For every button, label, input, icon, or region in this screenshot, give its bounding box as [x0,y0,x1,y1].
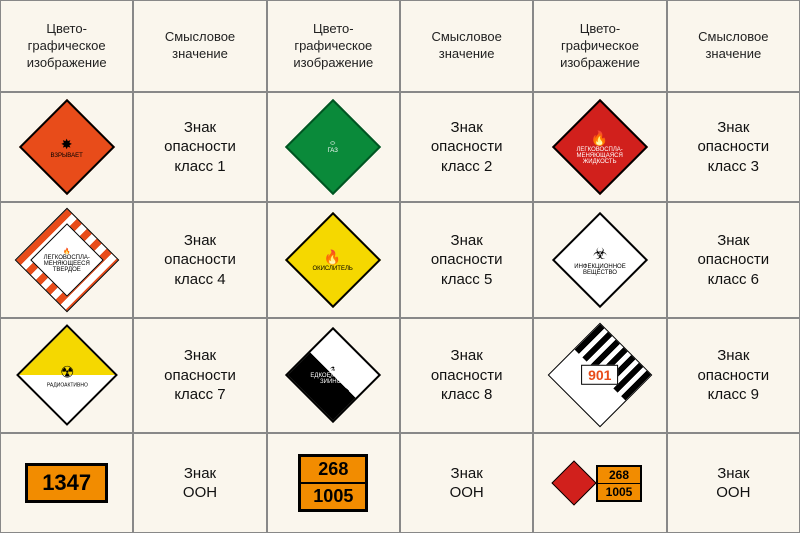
sign-un-3: 268 1005 [533,433,666,533]
meaning-class-4: Знакопасностикласс 4 [133,202,266,318]
sign-un-1: 1347 [0,433,133,533]
meaning-class-3: Знакопасностикласс 3 [667,92,800,202]
header-meaning-3: Смысловоезначение [667,0,800,92]
meaning-class-5: Знакопасностикласс 5 [400,202,533,318]
meaning-class-2: Знакопасностикласс 2 [400,92,533,202]
sign-class-7: ☢РАДИОАКТИВНО [0,318,133,434]
meaning-class-8: Знакопасностикласс 8 [400,318,533,434]
sign-class-8: ⚗ЕДКОЕ/КОРРО-ЗИЙНОЕ [267,318,400,434]
meaning-un-1: ЗнакООН [133,433,266,533]
sign-class-1: ✸ВЗРЫВАЕТ [0,92,133,202]
sign-class-6: ☣ИНФЕКЦИОННОЕВЕЩЕСТВО [533,202,666,318]
sign-class-5: 🔥ОКИСЛИТЕЛЬ [267,202,400,318]
header-image-3: Цвето-графическоеизображение [533,0,666,92]
sign-un-2: 268 1005 [267,433,400,533]
meaning-un-3: ЗнакООН [667,433,800,533]
header-meaning-1: Смысловоезначение [133,0,266,92]
meaning-class-7: Знакопасностикласс 7 [133,318,266,434]
sign-class-9: 901 [533,318,666,434]
meaning-class-9: Знакопасностикласс 9 [667,318,800,434]
header-meaning-2: Смысловоезначение [400,0,533,92]
sign-class-3: 🔥ЛЕГКОВОСПЛА-МЕНЯЮЩАЯСЯЖИДКОСТЬ [533,92,666,202]
hazard-signs-table: Цвето-графическоеизображение Смысловоезн… [0,0,800,533]
meaning-class-1: Знакопасностикласс 1 [133,92,266,202]
header-image-2: Цвето-графическоеизображение [267,0,400,92]
meaning-class-6: Знакопасностикласс 6 [667,202,800,318]
meaning-un-2: ЗнакООН [400,433,533,533]
sign-class-2: ⬭ГАЗ [267,92,400,202]
header-image-1: Цвето-графическоеизображение [0,0,133,92]
sign-class-4: 🔥ЛЕГКОВОСПЛА-МЕНЯЮЩЕЕСЯТВЕРДОЕ [0,202,133,318]
